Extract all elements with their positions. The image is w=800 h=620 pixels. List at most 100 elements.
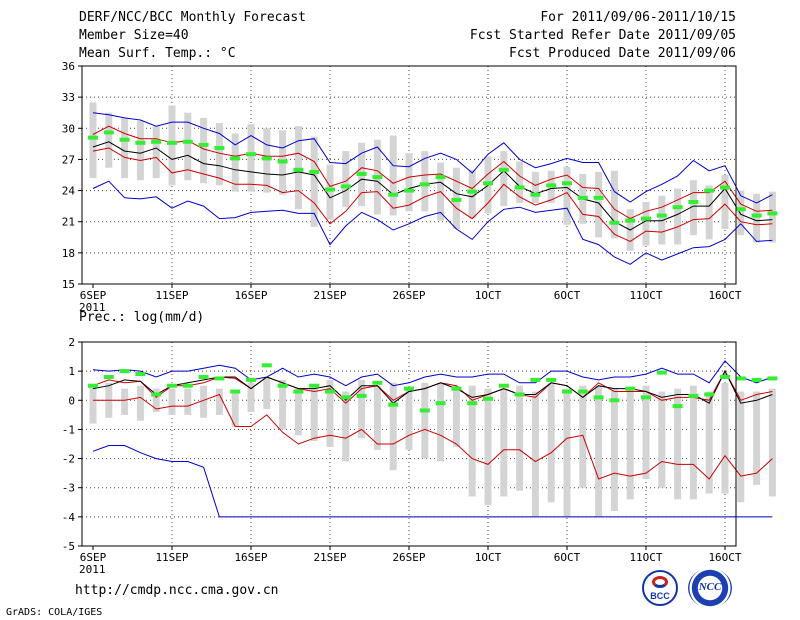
observed-marker (182, 139, 193, 144)
ensemble-spread-box (737, 391, 745, 503)
ensemble-spread-box (279, 379, 287, 430)
observed-marker (483, 396, 493, 401)
observed-marker (625, 386, 636, 391)
upper-quantile-line (92, 125, 773, 220)
ensemble-spread-box (642, 385, 650, 479)
ensemble-spread-box (437, 382, 445, 462)
x-tick-label: 6OCT (554, 551, 581, 564)
observed-marker (293, 167, 304, 172)
observed-marker (546, 183, 557, 188)
ensemble-median-line (92, 369, 773, 404)
observed-marker (103, 374, 114, 379)
ensemble-spread-box (121, 117, 129, 179)
ensemble-spread-box (468, 169, 476, 219)
ensemble-spread-box (484, 388, 492, 506)
observed-marker (672, 205, 683, 210)
y-tick-label: 18 (62, 247, 75, 260)
observed-marker (167, 140, 177, 145)
observed-marker (388, 402, 399, 407)
observed-marker (751, 377, 762, 382)
precip-label: Prec.: log(mm/d) (79, 310, 205, 325)
observed-marker (340, 395, 351, 400)
x-tick-label: 16OCT (708, 551, 741, 564)
y-tick-label: 36 (62, 60, 75, 73)
observed-marker (514, 392, 525, 397)
bcc-logo-text: BCC (650, 591, 670, 601)
observed-marker (198, 142, 209, 147)
ensemble-spread-box (405, 153, 413, 212)
observed-marker (562, 389, 572, 394)
y-tick-label: 2 (68, 336, 75, 349)
observed-marker (356, 393, 367, 398)
observed-marker (151, 139, 162, 144)
ensemble-spread-box (531, 391, 539, 517)
observed-marker (103, 130, 114, 135)
ensemble-spread-box (721, 175, 729, 229)
ensemble-spread-box (152, 388, 160, 412)
ensemble-spread-box (121, 388, 129, 415)
x-tick-label: 16SEP (234, 551, 267, 564)
x-tick-label: 11OCT (629, 551, 662, 564)
x-tick-label: 21SEP (313, 289, 346, 302)
observed-marker (656, 370, 667, 375)
x-tick-label: 1OCT (475, 551, 502, 564)
ensemble-spread-box (215, 388, 223, 415)
forecast-period: For 2011/09/06-2011/10/15 (540, 10, 736, 25)
observed-marker (135, 372, 146, 377)
ensemble-spread-box (500, 388, 508, 497)
footer-url[interactable]: http://cmdp.ncc.cma.gov.cn (75, 583, 279, 598)
ensemble-spread-box (152, 126, 160, 179)
ensemble-spread-box (231, 391, 239, 427)
observed-marker (735, 376, 746, 381)
observed-marker (672, 404, 683, 409)
ncc-logo: NCC (688, 568, 732, 608)
ensemble-spread-box (373, 385, 381, 450)
ensemble-spread-box (184, 112, 192, 181)
ensemble-spread-box (421, 382, 429, 459)
ensemble-spread-box (753, 193, 761, 243)
observed-marker (641, 216, 651, 221)
observed-marker (767, 211, 778, 216)
observed-marker (309, 169, 320, 174)
observed-marker (372, 175, 383, 180)
observed-marker (404, 188, 414, 193)
min-line (92, 445, 773, 518)
ensemble-spread-box (200, 117, 208, 184)
observed-marker (467, 401, 478, 406)
ensemble-spread-box (516, 385, 524, 491)
observed-marker (404, 386, 414, 391)
observed-marker (325, 187, 335, 192)
observed-marker (577, 389, 588, 394)
min-line (92, 180, 773, 265)
x-tick-label: 1OCT (475, 289, 502, 302)
ensemble-median-line (92, 141, 773, 231)
ensemble-spread-box (705, 391, 713, 494)
ensemble-spread-box (421, 151, 429, 212)
variable-label: Mean Surf. Temp.: °C (79, 46, 236, 61)
ensemble-spread-box (405, 388, 413, 450)
observed-marker (656, 213, 667, 218)
observed-marker (498, 167, 509, 172)
observed-marker (119, 137, 130, 142)
ensemble-spread-box (89, 385, 97, 424)
ensemble-spread-box (674, 188, 682, 245)
ensemble-spread-box (247, 382, 255, 412)
observed-marker (419, 408, 430, 413)
observed-marker (182, 383, 193, 388)
ensemble-spread-box (595, 171, 603, 238)
observed-marker (498, 383, 509, 388)
x-tick-label: 26SEP (392, 551, 425, 564)
x-tick-label: 11SEP (155, 551, 188, 564)
observed-marker (246, 152, 256, 157)
ensemble-spread-box (389, 382, 397, 471)
observed-marker (530, 192, 541, 197)
observed-marker (293, 389, 304, 394)
x-tick-label: 6OCT (554, 289, 581, 302)
ensemble-spread-box (468, 385, 476, 497)
y-tick-label: -5 (62, 540, 75, 553)
ensemble-spread-box (563, 388, 571, 517)
observed-marker (625, 218, 636, 223)
observed-marker (704, 392, 715, 397)
ensemble-spread-box (263, 376, 271, 410)
